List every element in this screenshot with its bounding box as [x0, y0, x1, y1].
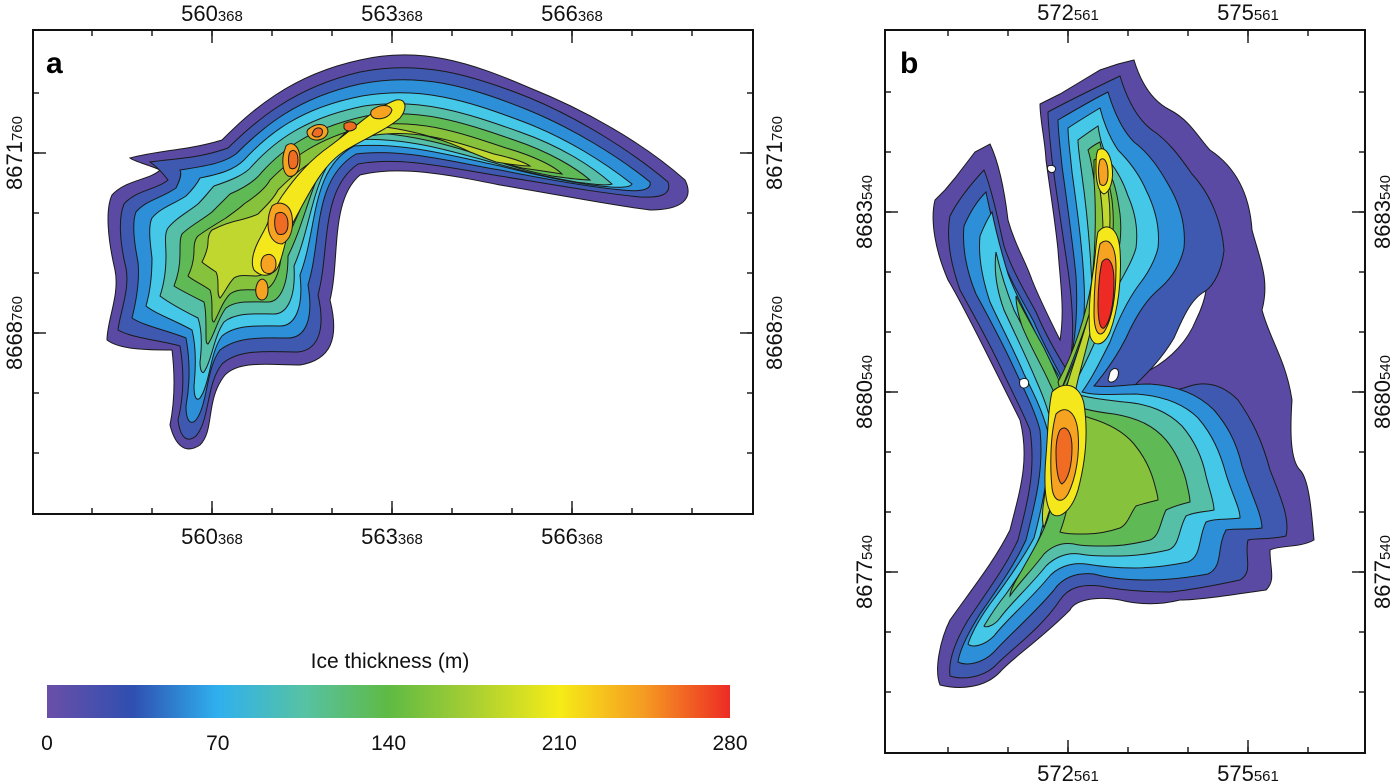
contour-band-10b: [1055, 427, 1073, 485]
axis-tick-label: 8683540: [852, 175, 877, 249]
colorbar-tick-label: 210: [542, 732, 577, 755]
axis-tick-label: 8683540: [1370, 175, 1395, 249]
axis-tick-label: 8677540: [852, 535, 877, 609]
panel-b-label: b: [900, 47, 918, 80]
axis-tick-label: 566368: [541, 1, 603, 26]
panel-a-contours: [106, 54, 689, 450]
axis-tick-label: 560368: [181, 524, 243, 549]
axis-tick-label: 8680540: [1370, 355, 1395, 429]
axis-tick-label: 8671760: [2, 116, 27, 190]
colorbar-tick-label: 280: [712, 732, 747, 755]
axis-tick-label: 8668760: [2, 296, 27, 370]
axis-tick-label: 575561: [1217, 0, 1279, 25]
colorbar-tick-labels: 0 70 140 210 280: [41, 732, 747, 755]
axis-tick-label: 8668760: [762, 296, 787, 370]
contour-band-10b: [288, 149, 299, 170]
contour-band-9f: [260, 253, 277, 275]
panel-b: 572561 572561 575561 575561 8683540 8683540 86…: [852, 0, 1395, 784]
axis-tick-label: 8671760: [762, 116, 787, 190]
colorbar-tick-label: 140: [371, 732, 406, 755]
axis-tick-label: 8677540: [1370, 535, 1395, 609]
panel-b-hole-5: [1047, 165, 1057, 173]
contour-band-9e: [255, 278, 269, 301]
colorbar: Ice thickness (m) 0 70 140 210 280: [41, 650, 747, 755]
contour-band-10a: [1097, 258, 1115, 329]
axis-tick-label: 566368: [541, 524, 603, 549]
axis-tick-label: 575561: [1217, 761, 1279, 784]
contour-band-10a: [274, 211, 289, 235]
panel-a-axis-ticks: [33, 30, 753, 514]
contour-band-5: [173, 113, 592, 345]
panel-a: 560368 560368 563368 563368 566368 566368 8671…: [2, 1, 787, 549]
colorbar-title: Ice thickness (m): [311, 650, 470, 673]
axis-tick-label: 560368: [181, 1, 243, 26]
panel-b-hole-3: [1107, 368, 1119, 383]
axis-tick-label: 572561: [1037, 0, 1099, 25]
panel-b-tick-labels: 572561 572561 575561 575561 8683540 8683540 86…: [852, 0, 1395, 784]
panel-b-contours: [932, 59, 1315, 688]
panel-b-axis-ticks: [885, 30, 1365, 753]
colorbar-tick-label: 70: [206, 732, 229, 755]
axis-tick-label: 8680540: [852, 355, 877, 429]
colorbar-tick-label: 0: [41, 732, 53, 755]
axis-tick-label: 563368: [361, 524, 423, 549]
contour-band-10d: [343, 121, 357, 132]
contour-band-10c: [311, 127, 323, 138]
contour-band-9d: [370, 105, 393, 120]
axis-tick-label: 563368: [361, 1, 423, 26]
panel-a-tick-labels: 560368 560368 563368 563368 566368 566368 8671…: [2, 1, 787, 549]
panel-b-hole-4: [1019, 377, 1029, 389]
panel-a-label: a: [46, 47, 63, 80]
axis-tick-label: 572561: [1037, 761, 1099, 784]
contour-band-9c: [1098, 158, 1109, 187]
colorbar-gradient: [47, 685, 730, 718]
